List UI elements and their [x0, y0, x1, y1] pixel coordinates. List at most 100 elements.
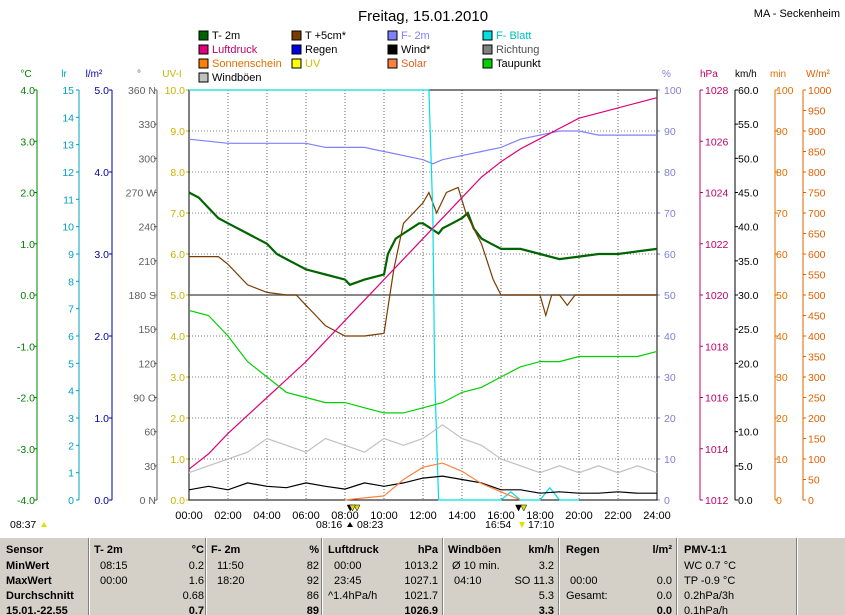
stats-col-sensor: Sensor MinWert MaxWert Durchschnitt 15.0…: [6, 538, 88, 615]
stats-wind-max: SO 11.3: [514, 575, 554, 587]
axis-tick-label-wind: 15.0: [738, 393, 759, 405]
axis-tick-label-dir: 30: [144, 461, 156, 473]
stats-press-max-time: 23:45: [334, 575, 362, 587]
stats-label-min: MinWert: [6, 560, 50, 572]
stats-divider: [321, 538, 323, 615]
axis-tick-label-wind: 20.0: [738, 358, 759, 370]
stats-f2m-max: 92: [306, 575, 319, 587]
axis-unit-rain: lr: [61, 69, 67, 80]
axis-tick-label-temp: -4.0: [17, 495, 35, 507]
axis-tick-label-rainsum: 0.0: [94, 495, 109, 507]
legend-swatch: [291, 30, 302, 41]
axis-tick-label-uv: 4.0: [170, 331, 185, 343]
axis-unit-uv: UV-I: [162, 69, 181, 80]
legend-label: Taupunkt: [496, 58, 541, 70]
axis-tick-label-wind: 60.0: [738, 85, 759, 97]
series-line-taupunkt: [188, 309, 658, 414]
stats-divider: [796, 538, 798, 615]
x-tick-label: 20:00: [565, 510, 593, 522]
series-line-windb-en: [188, 424, 658, 474]
stats-wind-current: 3.3: [538, 605, 554, 615]
legend-swatch: [198, 72, 209, 83]
stats-f2m-header: F- 2m: [211, 544, 241, 556]
axis-tick-label-rainsum: 4.0: [94, 167, 109, 179]
axis-tick-label-temp: -2.0: [17, 393, 35, 405]
axis-tick-label-uv: 8.0: [170, 167, 185, 179]
axis-tick-label-rain: 1: [68, 468, 74, 480]
axis-tick-label-rain: 15: [62, 85, 74, 97]
legend-label: Luftdruck: [212, 44, 258, 56]
axis-tick-label-wind: 0.0: [738, 495, 753, 507]
stats-wind-header: Windböen: [448, 544, 502, 556]
axis-tick-label-solar: 300: [808, 372, 826, 384]
axis-tick-label-dir: 120: [138, 358, 156, 370]
axis-tick-label-dir: 180 S: [129, 290, 156, 302]
axis-tick-label-uv: 6.0: [170, 249, 185, 261]
legend-swatch: [198, 44, 209, 55]
marker-label: 17:10: [528, 519, 554, 531]
series-line-luftdruck: [188, 97, 658, 470]
stats-t2m-max-time: 00:00: [100, 575, 128, 587]
stats-press-header: Luftdruck: [328, 544, 379, 556]
axis-tick-label-rain: 7: [68, 304, 74, 316]
axis-tick-label-press: 1028: [705, 85, 729, 97]
legend-label: Sonnenschein: [212, 58, 282, 70]
axis-tick-label-dir: 0 N: [140, 495, 156, 507]
series-line-f-blatt: [189, 89, 579, 501]
legend-swatch: [387, 30, 398, 41]
axis-tick-label-temp: 4.0: [20, 85, 35, 97]
axis-tick-label-rain: 12: [62, 167, 74, 179]
legend-label: T +5cm*: [305, 30, 347, 42]
axis-tick-label-rain: 9: [68, 249, 74, 261]
axis-tick-label-uv: 5.0: [170, 290, 185, 302]
stats-f2m-min: 82: [306, 560, 319, 572]
stats-t2m-current: 0.7: [188, 605, 204, 615]
legend-swatch: [482, 44, 493, 55]
axis-tick-label-wind: 10.0: [738, 427, 759, 439]
station-name: MA - Seckenheim: [754, 8, 840, 20]
axis-tick-label-wind: 45.0: [738, 188, 759, 200]
stats-t2m-avg: 0.68: [182, 590, 204, 602]
stats-pmv-wc: WC 0.7 °C: [684, 560, 737, 572]
marker-label: 08:23: [357, 519, 383, 531]
x-tick-label: 24:00: [643, 510, 671, 522]
axis-tick-label-dir: 210: [138, 256, 156, 268]
stats-col-f2m: F- 2m% 11:50 82 18:20 92 86 89: [211, 538, 319, 615]
axis-tick-label-dir: 360 N: [128, 85, 156, 97]
axis-unit-temp: °C: [20, 69, 31, 80]
axis-tick-label-rainsum: 2.0: [94, 331, 109, 343]
stats-col-wind: Windböen km/h Ø 10 min. 3.2 04:10 SO 11.3 5…: [448, 538, 554, 615]
axis-tick-label-wind: 40.0: [738, 222, 759, 234]
axis-unit-wind: km/h: [735, 69, 757, 80]
chart-svg: Freitag, 15.01.2010 MA - Seckenheim T- 2m T…: [10, 8, 840, 531]
x-tick-label: 10:00: [370, 510, 398, 522]
legend-label: F- 2m: [401, 30, 430, 42]
axis-tick-label-temp: -3.0: [17, 444, 35, 456]
axis-tick-label-uv: 10.0: [165, 85, 186, 97]
x-tick-label: 14:00: [448, 510, 476, 522]
axis-tick-label-press: 1012: [705, 495, 729, 507]
axis-tick-label-hum: 70: [664, 208, 676, 220]
axis-tick-label-uv: 0.0: [170, 495, 185, 507]
stats-press-avg: 1021.7: [404, 590, 438, 602]
axis-tick-label-press: 1022: [705, 239, 729, 251]
stats-wind-avg: 5.3: [538, 590, 554, 602]
stats-col-pmv: PMV-1:1 WC 0.7 °C TP -0.9 °C 0.2hPa/3h 0…: [684, 538, 794, 615]
legend-label: Richtung: [496, 44, 539, 56]
axis-tick-label-wind: 35.0: [738, 256, 759, 268]
axis-tick-label-min: 30: [776, 372, 788, 384]
stats-rain-max-time: 00:00: [570, 575, 598, 587]
marker-icon: [519, 522, 525, 528]
stats-press-trend: ^1.4hPa/h: [328, 590, 378, 602]
axis-tick-label-temp: 0.0: [20, 290, 35, 302]
stats-rain-header: Regen: [566, 544, 600, 556]
marker-icon: [347, 522, 353, 527]
axis-tick-label-solar: 400: [808, 331, 826, 343]
axis-tick-label-rain: 3: [68, 413, 74, 425]
stats-divider: [205, 538, 207, 615]
axis-tick-label-hum: 0: [664, 495, 670, 507]
axis-tick-label-rain: 0: [68, 495, 74, 507]
stats-header-sensor: Sensor: [6, 544, 44, 556]
axis-tick-label-temp: 2.0: [20, 188, 35, 200]
axis-tick-label-min: 60: [776, 249, 788, 261]
